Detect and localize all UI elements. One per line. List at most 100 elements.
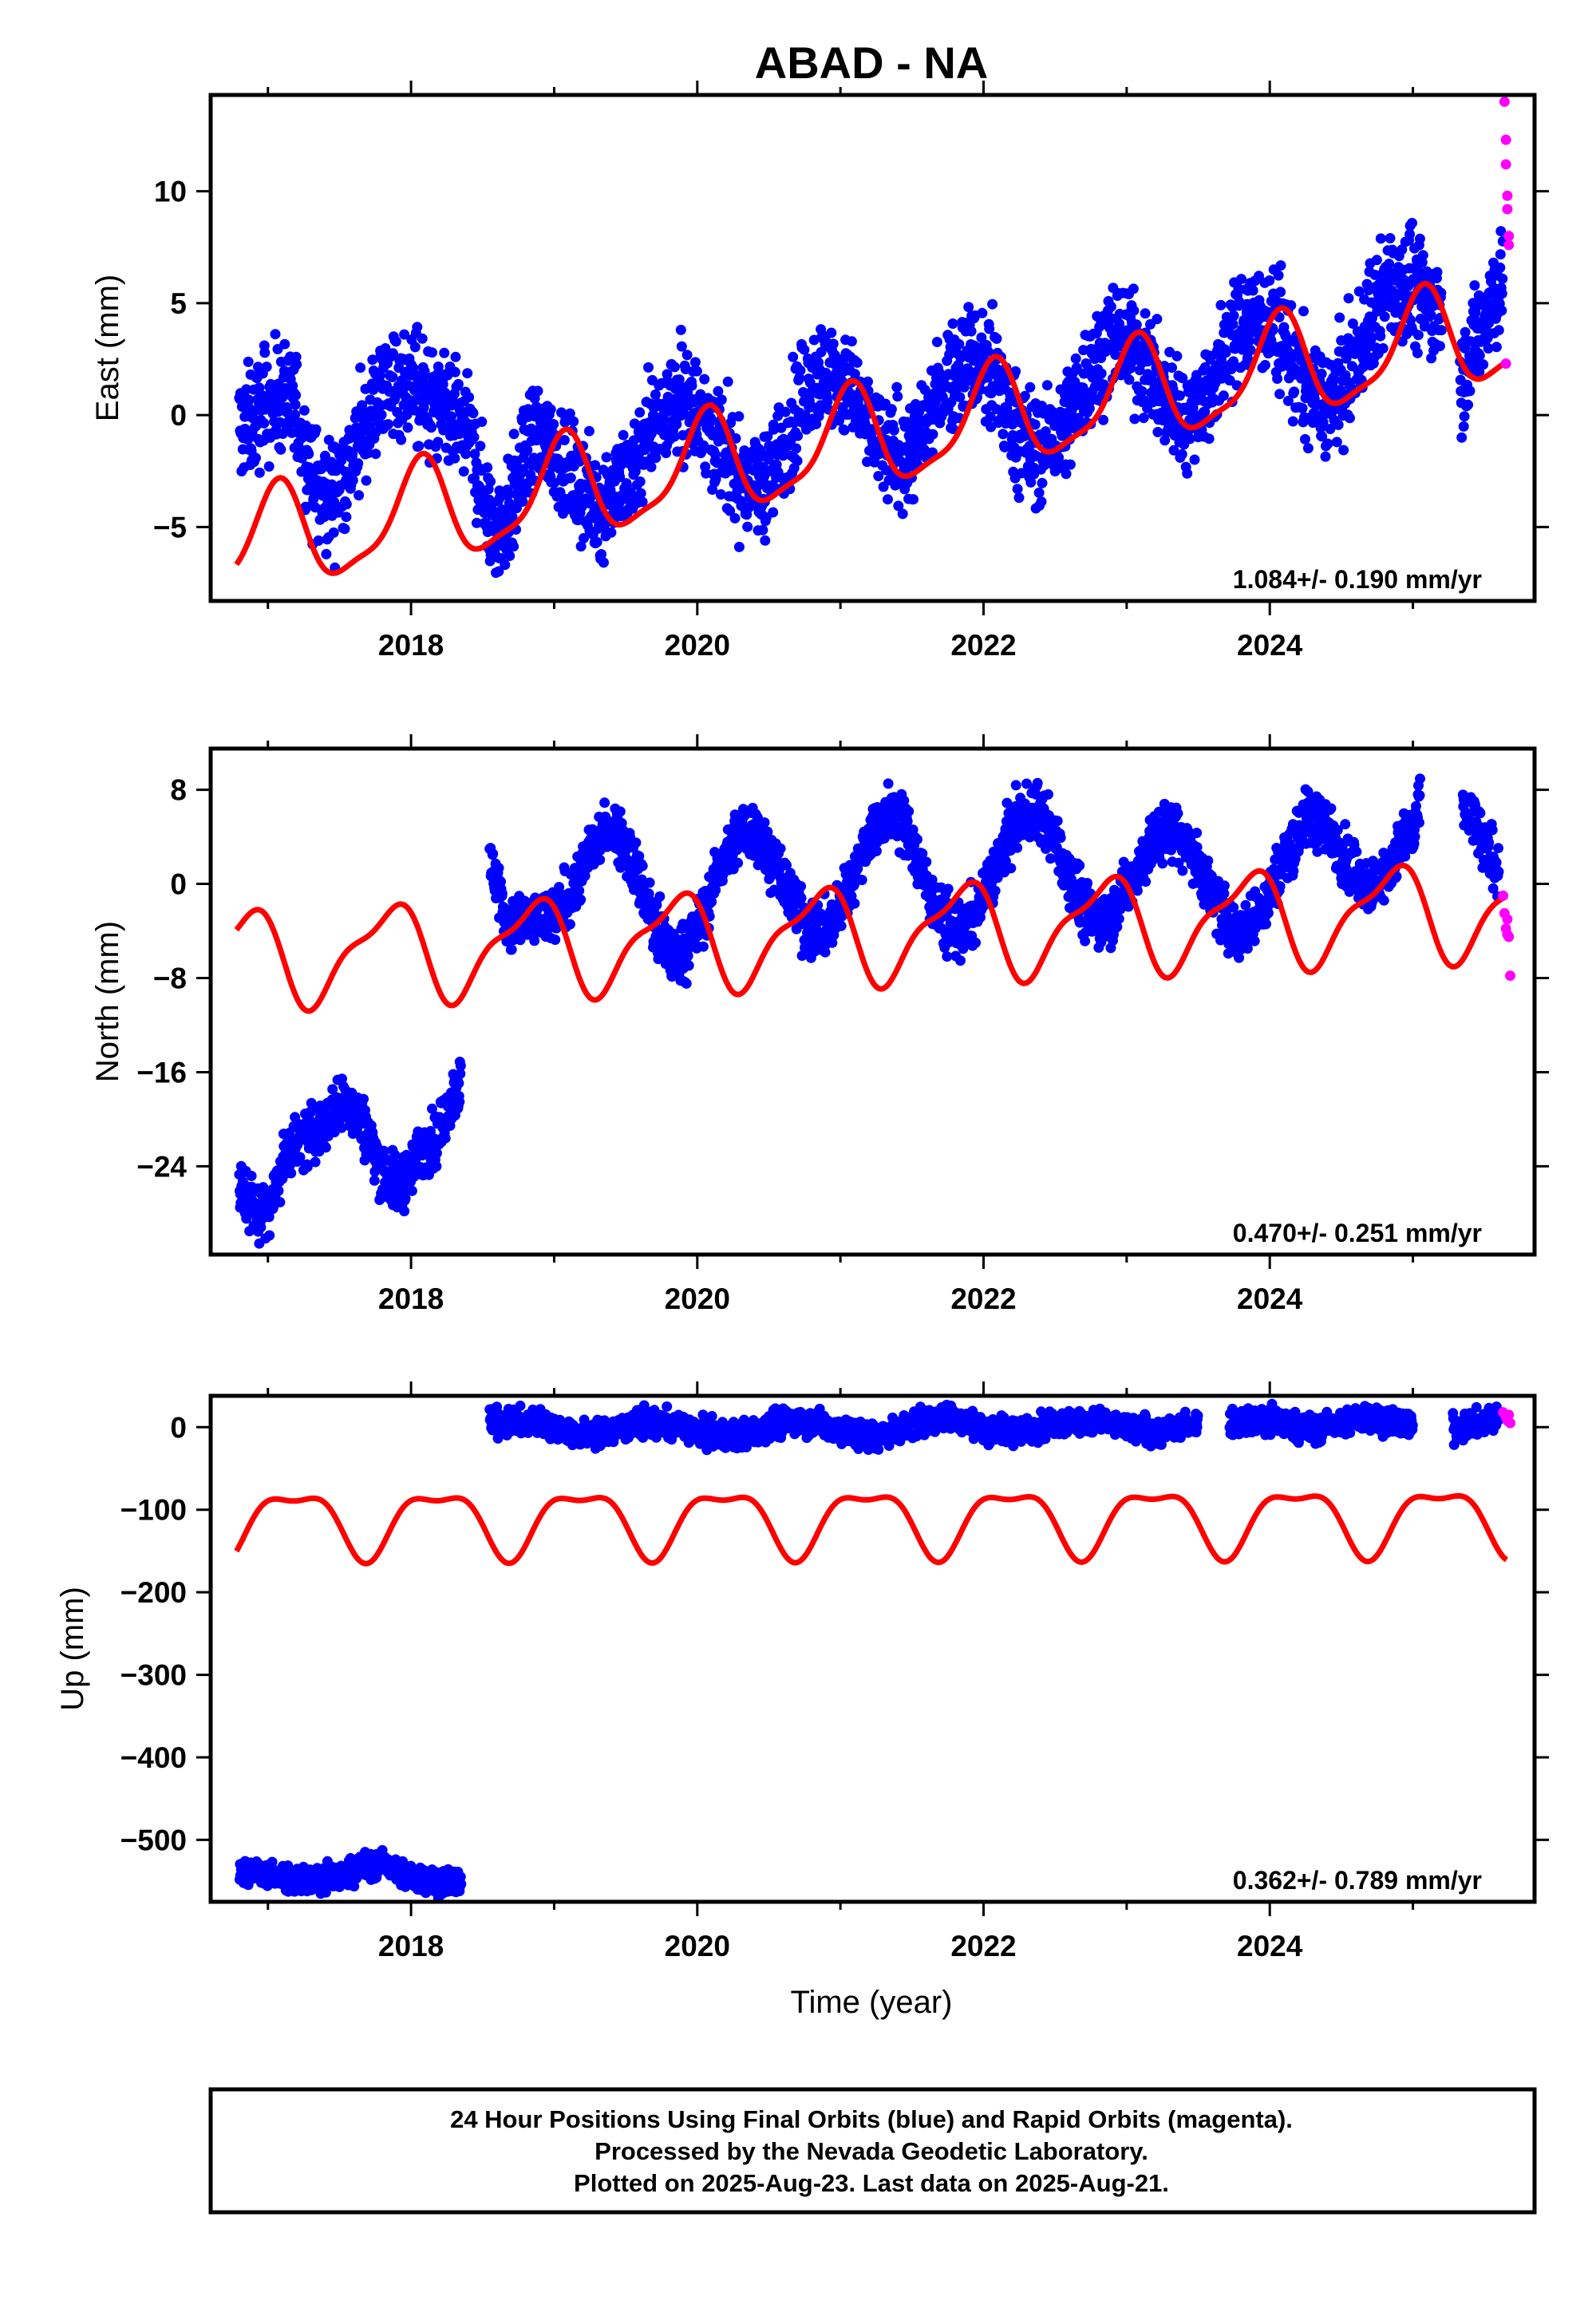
final-orbit-point xyxy=(275,417,286,428)
final-orbit-point xyxy=(1495,262,1506,273)
final-orbit-point xyxy=(931,337,942,347)
final-orbit-point xyxy=(1244,335,1255,346)
final-orbit-point xyxy=(1317,431,1328,442)
final-orbit-point xyxy=(669,431,680,442)
final-orbit-point xyxy=(427,347,437,358)
rapid-orbit-point xyxy=(1503,231,1515,242)
final-orbit-point xyxy=(1168,445,1179,456)
final-orbit-point xyxy=(259,347,271,358)
final-orbit-point xyxy=(1041,380,1053,391)
y-tick-label: 10 xyxy=(154,176,187,208)
final-orbit-point xyxy=(1025,381,1036,393)
final-orbit-point xyxy=(347,475,358,486)
final-orbit-point xyxy=(1005,863,1017,874)
final-orbit-point xyxy=(485,476,496,487)
final-orbit-point xyxy=(508,429,519,440)
final-orbit-point xyxy=(816,346,827,358)
final-orbit-point xyxy=(674,374,685,385)
final-orbit-point xyxy=(596,549,607,559)
final-orbit-point xyxy=(468,432,480,443)
final-orbit-point xyxy=(795,365,806,376)
final-orbit-point xyxy=(1096,368,1107,379)
final-orbit-point xyxy=(777,450,788,461)
model-fit-line xyxy=(234,281,1508,576)
final-orbit-point xyxy=(522,445,533,456)
final-orbit-point xyxy=(431,1161,442,1172)
final-orbit-point xyxy=(796,881,807,891)
final-orbit-point xyxy=(1152,314,1163,325)
final-orbit-point xyxy=(681,978,692,989)
final-orbit-point xyxy=(630,837,642,848)
final-orbit-point xyxy=(1289,386,1300,397)
chart-title: ABAD - NA xyxy=(755,38,988,88)
final-orbit-point xyxy=(433,437,444,448)
final-orbit-point xyxy=(1136,385,1148,397)
final-orbit-point xyxy=(606,527,617,538)
final-orbit-point xyxy=(752,481,763,492)
final-orbit-point xyxy=(303,449,314,460)
final-orbit-point xyxy=(476,417,488,427)
final-orbit-point xyxy=(883,494,893,505)
final-orbit-point xyxy=(686,380,697,391)
final-orbit-point xyxy=(1459,411,1470,422)
final-orbit-point xyxy=(1110,350,1121,360)
final-orbit-point xyxy=(955,955,966,966)
final-orbit-point xyxy=(676,341,687,352)
x-tick-label: 2018 xyxy=(378,629,444,662)
final-orbit-point xyxy=(412,322,423,333)
final-orbit-point xyxy=(954,338,965,350)
rapid-orbit-point xyxy=(1500,134,1511,145)
final-orbit-point xyxy=(399,329,410,340)
final-orbit-point xyxy=(251,453,261,464)
final-orbit-point xyxy=(1470,307,1481,318)
final-orbit-point xyxy=(1152,426,1163,437)
final-orbit-point xyxy=(1203,433,1215,445)
final-orbit-point xyxy=(1228,356,1239,367)
final-orbit-point xyxy=(921,856,932,868)
final-orbit-point xyxy=(662,369,673,380)
final-orbit-point xyxy=(273,1185,284,1196)
final-orbit-point xyxy=(399,1206,410,1217)
final-orbit-point xyxy=(263,461,275,472)
final-orbit-point xyxy=(290,351,302,362)
final-orbit-point xyxy=(468,408,479,419)
final-orbit-point xyxy=(628,435,639,446)
final-orbit-point xyxy=(264,1230,275,1241)
final-orbit-point xyxy=(433,362,444,372)
final-orbit-point xyxy=(822,397,833,407)
final-orbit-point xyxy=(982,346,994,357)
final-orbit-point xyxy=(1082,878,1093,888)
final-orbit-point xyxy=(1464,385,1476,397)
final-orbit-point xyxy=(583,425,595,437)
final-orbit-point xyxy=(493,863,504,874)
final-orbit-point xyxy=(1412,330,1424,341)
final-orbit-point xyxy=(710,474,721,485)
final-orbit-point xyxy=(762,826,773,837)
final-orbit-point xyxy=(336,1122,347,1133)
final-orbit-point xyxy=(598,557,609,568)
final-orbit-point xyxy=(716,394,727,405)
final-orbit-point xyxy=(545,404,556,415)
final-orbit-point xyxy=(907,824,918,836)
final-orbit-point xyxy=(689,357,701,368)
final-orbit-point xyxy=(1474,350,1485,361)
final-orbit-point xyxy=(792,456,803,466)
rapid-orbit-points xyxy=(1499,96,1515,370)
final-orbit-point xyxy=(675,324,686,335)
final-orbit-point xyxy=(733,857,744,868)
final-orbit-point xyxy=(1029,419,1041,430)
final-orbit-point xyxy=(378,1145,389,1156)
final-orbit-point xyxy=(871,845,882,856)
final-orbit-point xyxy=(1019,390,1030,401)
final-orbit-point xyxy=(1320,451,1331,462)
final-orbit-point xyxy=(1497,273,1508,284)
final-orbit-point xyxy=(475,441,486,452)
final-orbit-point xyxy=(1001,797,1013,808)
velocity-rate-label: 1.084+/- 0.190 mm/yr xyxy=(1233,565,1482,594)
final-orbit-point xyxy=(1112,921,1123,932)
final-orbit-point xyxy=(834,415,845,426)
final-orbit-point xyxy=(908,494,918,505)
final-orbit-point xyxy=(1045,853,1056,864)
final-orbit-point xyxy=(891,381,903,393)
